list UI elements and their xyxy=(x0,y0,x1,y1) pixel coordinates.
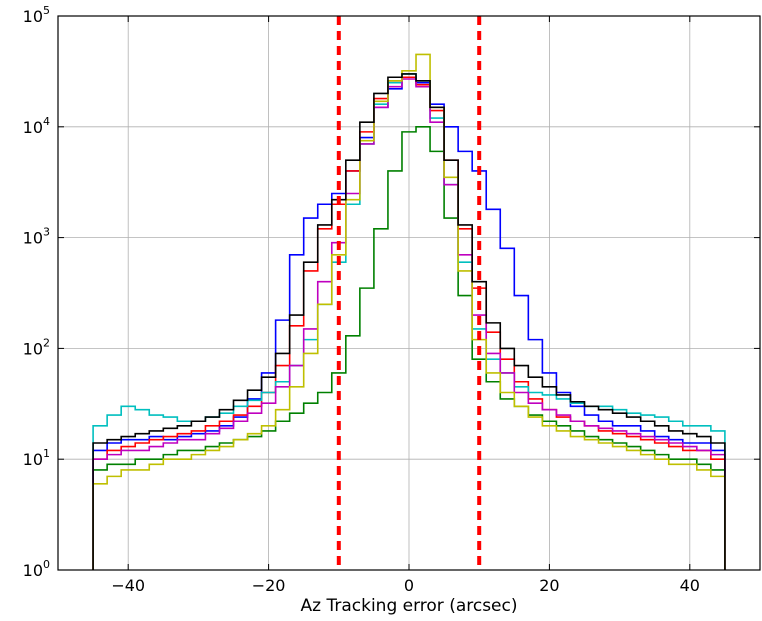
x-tick-label: 40 xyxy=(680,576,700,595)
series-line-6 xyxy=(92,53,726,570)
series-line-5 xyxy=(92,78,726,570)
y-tick-labels: 100 101 102 103 104 105 xyxy=(23,4,50,580)
y-tick-label: 103 xyxy=(23,226,50,248)
x-tick-label: −20 xyxy=(252,576,286,595)
y-tick-label: 104 xyxy=(23,115,50,137)
series-line-7 xyxy=(92,73,726,570)
y-tick-label: 102 xyxy=(23,336,50,358)
y-tick-label: 100 xyxy=(23,558,50,580)
series-layer xyxy=(92,53,726,570)
series-line-2 xyxy=(92,126,726,570)
x-tick-label: 20 xyxy=(539,576,559,595)
axis-ticks xyxy=(58,15,760,571)
x-tick-label: 0 xyxy=(404,576,414,595)
threshold-lines xyxy=(336,16,482,570)
y-tick-label: 105 xyxy=(23,4,50,26)
x-tick-label: −40 xyxy=(111,576,145,595)
x-axis-label: Az Tracking error (arcsec) xyxy=(301,596,518,616)
x-tick-labels: −40 −20 0 20 40 xyxy=(111,576,700,595)
y-tick-label: 101 xyxy=(23,447,50,469)
